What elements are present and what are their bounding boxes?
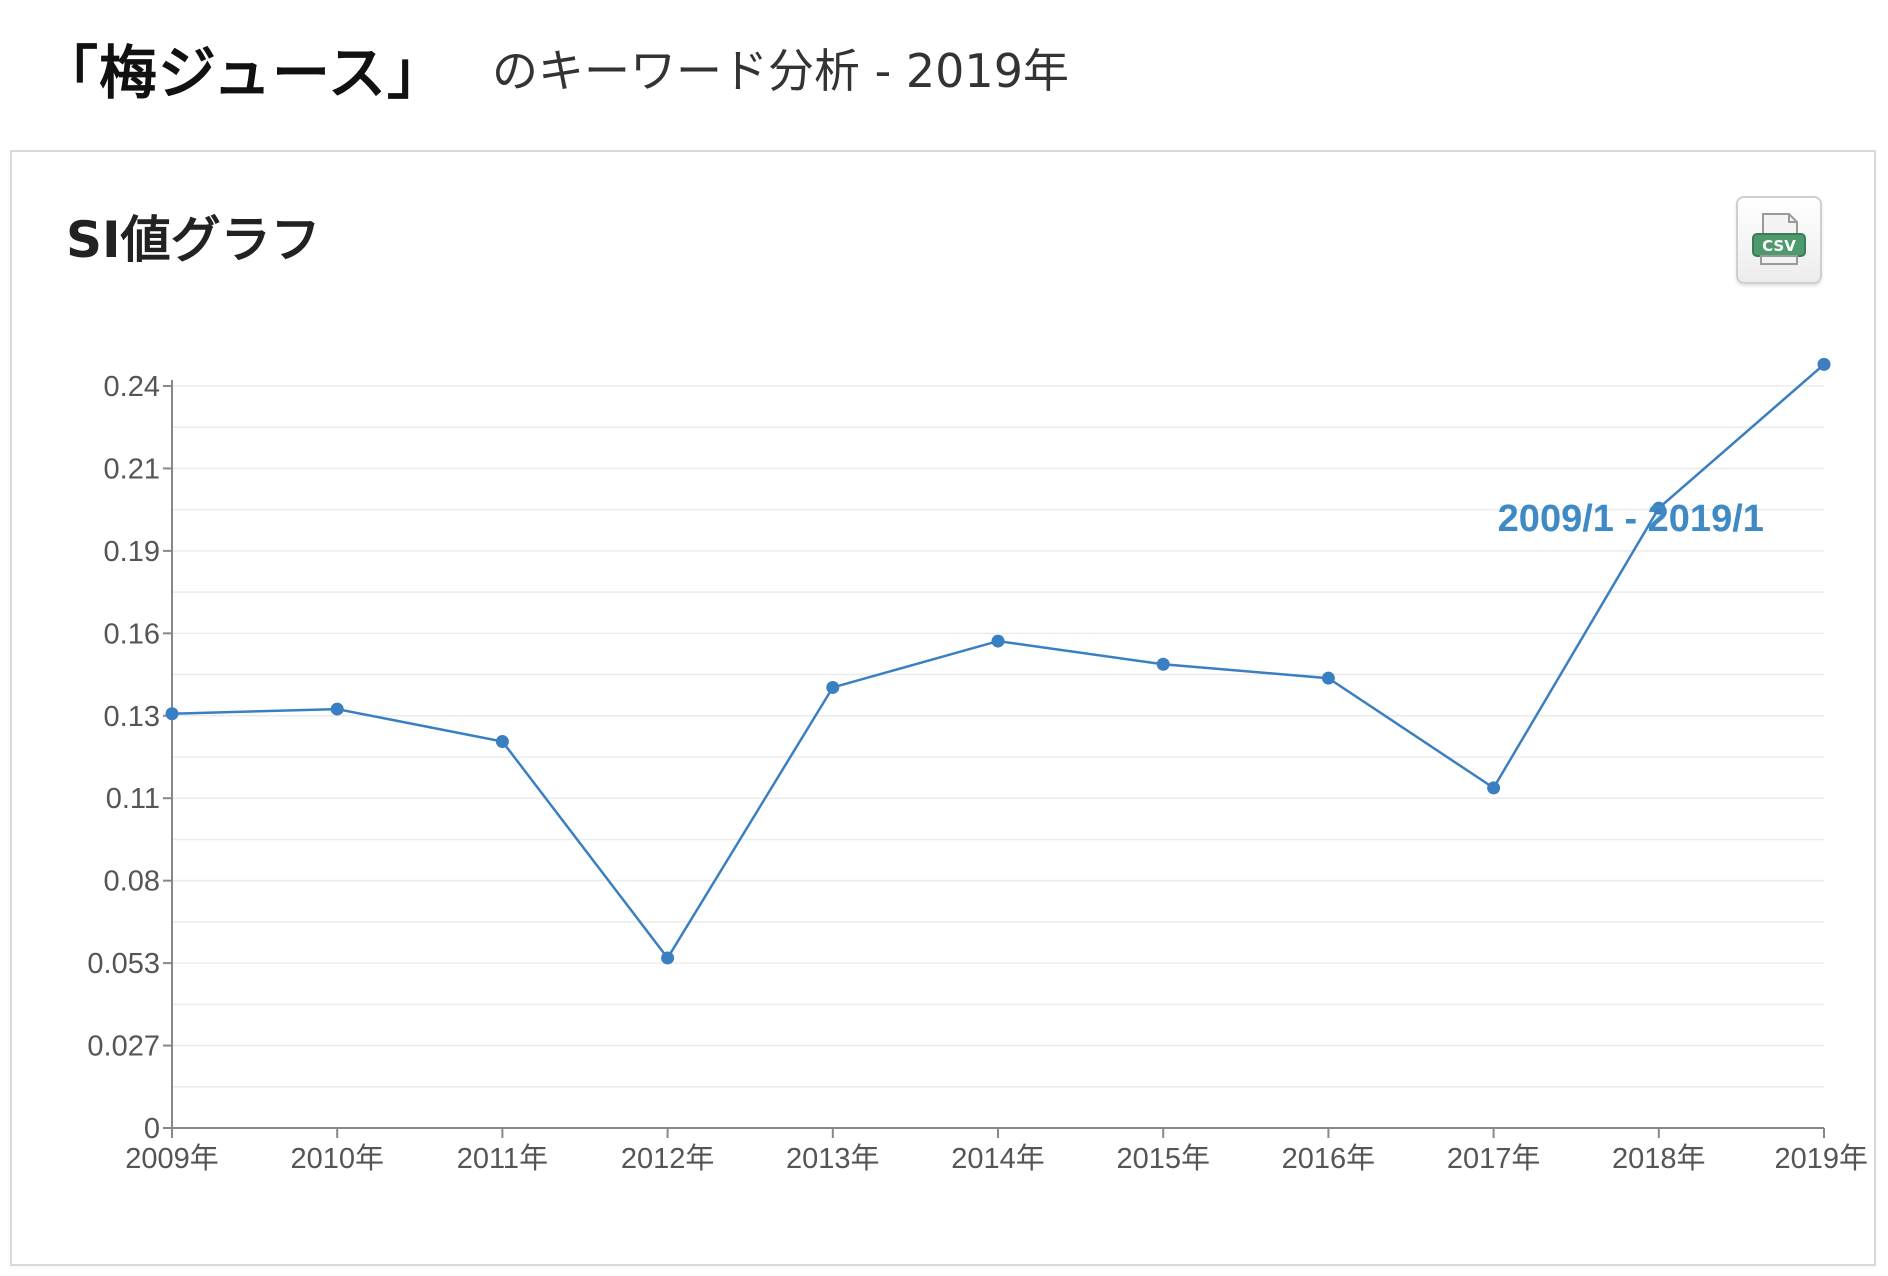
data-point [1321, 671, 1335, 685]
grid-lines [172, 385, 1824, 1129]
x-tick-label: 2015年 [1116, 1142, 1210, 1175]
y-tick-label: 0.027 [87, 1031, 160, 1063]
y-tick-label: 0.19 [104, 536, 160, 568]
x-tick-label: 2012年 [621, 1142, 715, 1175]
y-tick-label: 0.13 [104, 701, 160, 733]
y-tick-label: 0.08 [104, 866, 160, 898]
csv-download-icon: CSV [1752, 213, 1806, 265]
csv-download-button[interactable]: CSV [1736, 196, 1822, 284]
y-tick-label: 0.21 [104, 453, 160, 485]
x-axis: 2009年 2010年 2011年 2012年 2013年 2014年 2015年 2016年… [125, 1127, 1868, 1175]
si-line-chart: 00.0270.0530.080.110.130.160.190.210.24 … [87, 357, 1868, 1175]
page-header: 「梅ジュース」 のキーワード分析 - 2019年 [40, 18, 1069, 118]
data-point [330, 702, 344, 716]
data-point [1487, 781, 1501, 795]
range-annotation: 2009/1 - 2019/1 [1498, 498, 1764, 540]
y-axis: 0 0.027 0.053 0.08 0.11 0.13 0.16 0.19 0.21 0.24 [87, 371, 173, 1145]
series-points [165, 357, 1831, 965]
y-tick-label: 0.24 [104, 371, 160, 403]
y-tick-label: 0 [144, 1113, 160, 1145]
page-subtitle: のキーワード分析 - 2019年 [492, 44, 1069, 98]
data-point [1817, 357, 1831, 371]
data-point [1652, 501, 1666, 515]
data-point [991, 634, 1005, 648]
data-point [826, 680, 840, 694]
x-tick-label: 2010年 [290, 1142, 384, 1175]
data-point [165, 707, 179, 721]
y-tick-label: 0.053 [87, 948, 160, 980]
x-tick-label: 2016年 [1282, 1142, 1376, 1175]
x-tick-label: 2018年 [1612, 1142, 1706, 1175]
x-tick-label: 2009年 [125, 1142, 219, 1175]
keyword-title: 「梅ジュース」 [40, 39, 447, 107]
x-tick-label: 2013年 [786, 1142, 880, 1175]
y-tick-label: 0.11 [106, 783, 160, 815]
x-tick-label: 2017年 [1447, 1142, 1541, 1175]
x-tick-label: 2011年 [457, 1142, 548, 1175]
series-line [171, 363, 1825, 961]
data-point [495, 735, 509, 749]
data-point [1156, 657, 1170, 671]
panel-title: SI値グラフ [66, 211, 321, 269]
data-point [661, 951, 675, 965]
x-tick-label: 2014年 [951, 1142, 1045, 1175]
y-tick-label: 0.16 [104, 618, 160, 650]
x-tick-label: 2019年 [1774, 1142, 1868, 1175]
csv-icon-label: CSV [1762, 237, 1796, 255]
si-chart-panel: SI値グラフ CSV 0 0.027 0.053 0.08 0.11 0.13 0.16 0.… [10, 150, 1876, 1266]
